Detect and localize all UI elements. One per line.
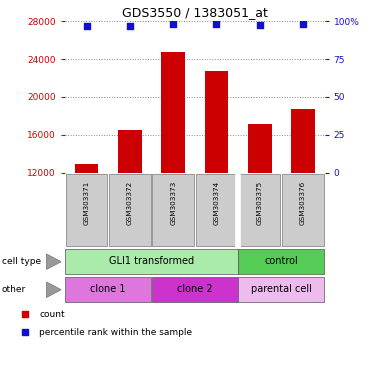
Text: GSM303374: GSM303374	[213, 180, 219, 225]
Point	[83, 23, 89, 29]
Text: percentile rank within the sample: percentile rank within the sample	[39, 328, 193, 336]
Text: clone 1: clone 1	[91, 284, 126, 294]
Text: GSM303375: GSM303375	[257, 180, 263, 225]
Point	[170, 21, 176, 27]
Bar	[66, 174, 107, 246]
Point	[300, 21, 306, 27]
Bar	[65, 249, 237, 274]
Bar	[65, 277, 151, 302]
Title: GDS3550 / 1383051_at: GDS3550 / 1383051_at	[122, 5, 268, 18]
Bar	[196, 174, 237, 246]
Bar	[161, 52, 185, 173]
Point	[127, 23, 133, 29]
Bar	[282, 174, 324, 246]
Point	[22, 329, 28, 335]
Text: parental cell: parental cell	[251, 284, 312, 294]
Text: count: count	[39, 310, 65, 319]
Text: GLI1 transformed: GLI1 transformed	[109, 256, 194, 266]
Point	[257, 22, 263, 28]
Bar	[152, 277, 237, 302]
Bar	[239, 249, 324, 274]
Text: clone 2: clone 2	[177, 284, 213, 294]
Bar	[152, 174, 194, 246]
Text: control: control	[265, 256, 298, 266]
Text: GSM303376: GSM303376	[300, 180, 306, 225]
Bar	[239, 277, 324, 302]
Point	[213, 21, 219, 27]
Text: other: other	[2, 285, 26, 294]
Bar	[118, 130, 142, 173]
Text: GSM303372: GSM303372	[127, 180, 133, 225]
Point	[22, 311, 28, 317]
Polygon shape	[46, 254, 61, 270]
Polygon shape	[46, 282, 61, 298]
Bar	[75, 164, 98, 173]
Text: GSM303371: GSM303371	[83, 180, 89, 225]
Text: GSM303373: GSM303373	[170, 180, 176, 225]
Bar	[248, 124, 272, 173]
Bar	[239, 174, 280, 246]
Text: cell type: cell type	[2, 257, 41, 266]
Bar	[291, 109, 315, 173]
Bar	[204, 71, 228, 173]
Bar	[109, 174, 151, 246]
